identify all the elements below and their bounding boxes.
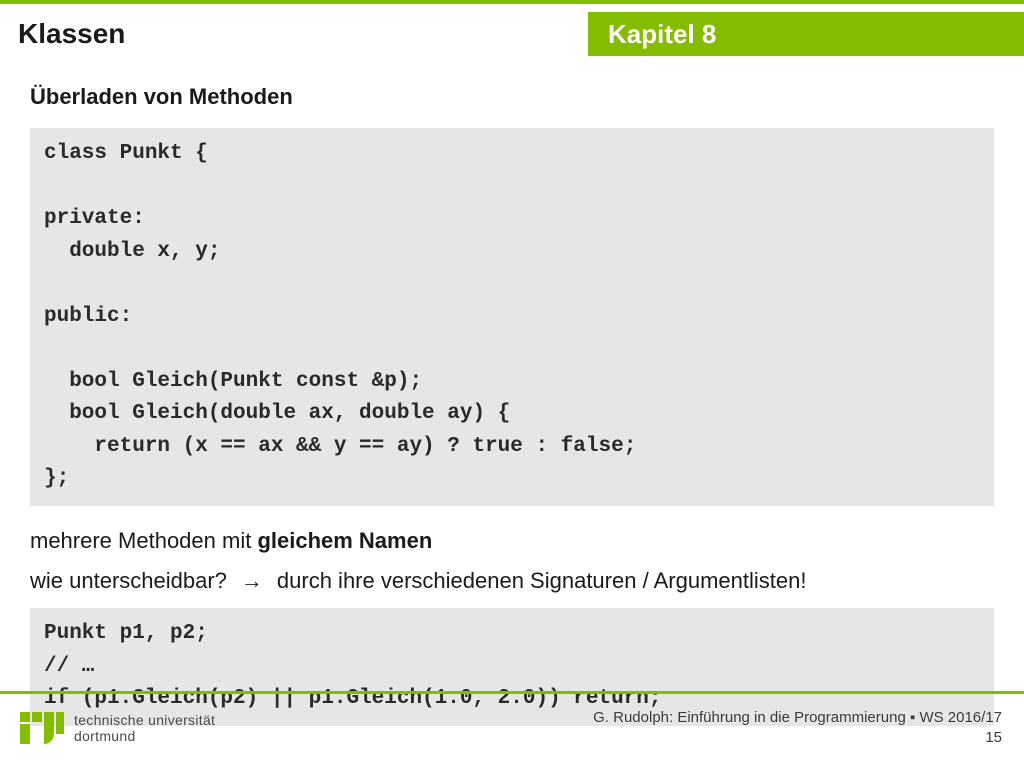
- footer-credit: G. Rudolph: Einführung in die Programmie…: [593, 708, 1002, 728]
- arrow-icon: →: [227, 568, 277, 594]
- uni-line2: dortmund: [74, 728, 215, 744]
- uni-line1: technische universität: [74, 712, 215, 728]
- para1-pre: mehrere Methoden mit: [30, 528, 257, 553]
- university-logo: technische universität dortmund: [18, 708, 215, 748]
- chapter-label: Kapitel 8: [608, 19, 716, 50]
- code-block-class-def: class Punkt { private: double x, y; publ…: [30, 128, 994, 506]
- page-number: 15: [593, 728, 1002, 748]
- university-name: technische universität dortmund: [74, 712, 215, 744]
- para2-question: wie unterscheidbar?: [30, 568, 227, 593]
- header-right: Kapitel 8: [588, 12, 1024, 56]
- header-left: Klassen: [0, 12, 588, 56]
- top-accent-line: [0, 0, 1024, 4]
- para2-answer: durch ihre verschiedenen Signaturen / Ar…: [277, 568, 807, 593]
- slide-footer: technische universität dortmund G. Rudol…: [0, 694, 1024, 768]
- slide-title: Klassen: [18, 18, 125, 50]
- slide-content: Überladen von Methoden class Punkt { pri…: [0, 56, 1024, 726]
- paragraph-signature: wie unterscheidbar?→durch ihre verschied…: [30, 568, 994, 594]
- tu-logo-icon: [18, 708, 66, 748]
- footer-credit-block: G. Rudolph: Einführung in die Programmie…: [593, 708, 1002, 749]
- para1-bold: gleichem Namen: [257, 528, 432, 553]
- section-subtitle: Überladen von Methoden: [30, 84, 994, 110]
- paragraph-overload-names: mehrere Methoden mit gleichem Namen: [30, 528, 994, 554]
- slide-header: Klassen Kapitel 8: [0, 12, 1024, 56]
- slide: Klassen Kapitel 8 Überladen von Methoden…: [0, 0, 1024, 768]
